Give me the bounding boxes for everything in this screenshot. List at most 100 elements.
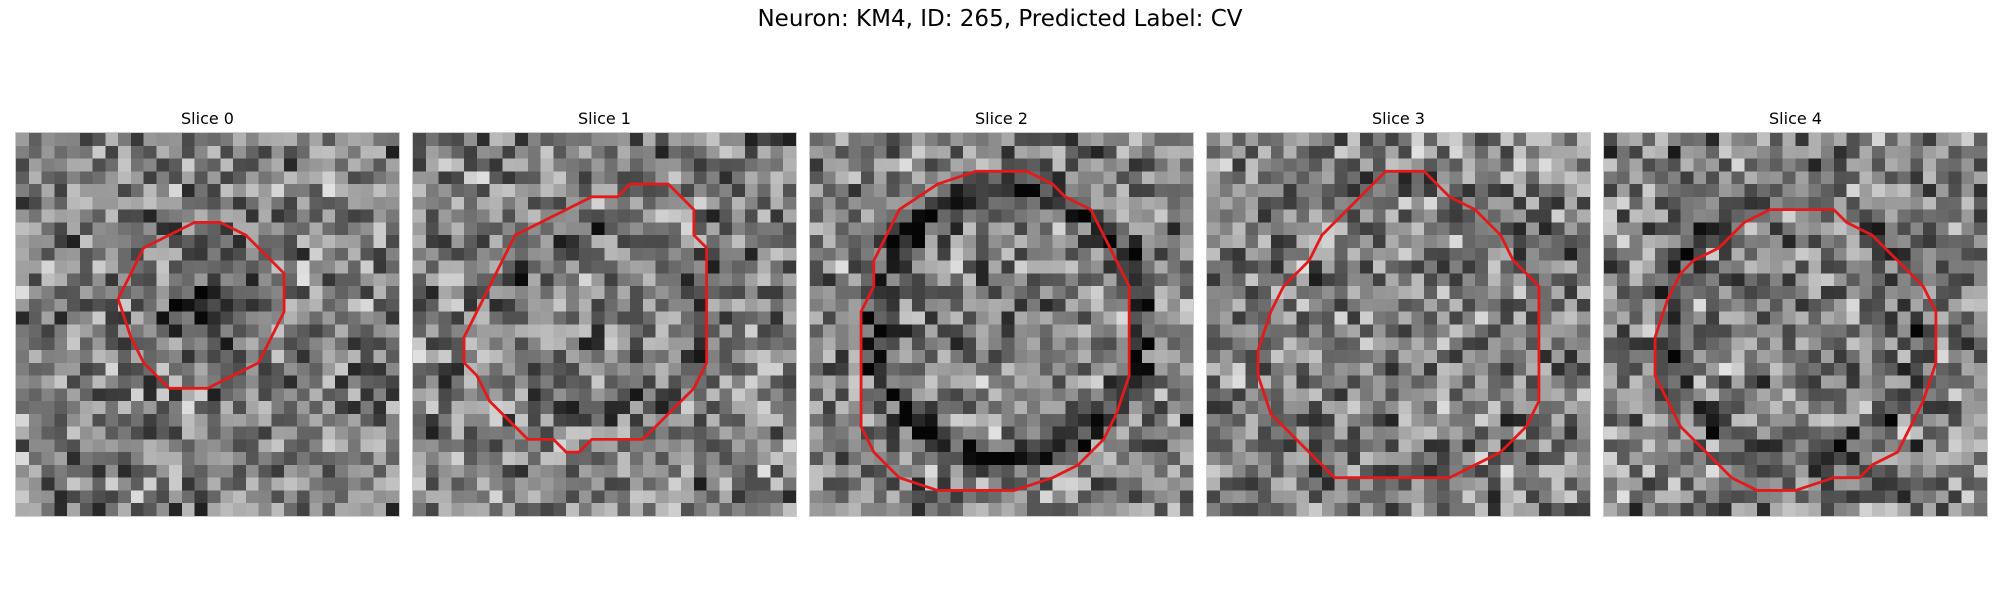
pixel	[322, 158, 336, 172]
pixel	[451, 196, 465, 210]
pixel	[464, 247, 478, 261]
pixel	[719, 439, 733, 453]
pixel	[1718, 222, 1732, 236]
pixel	[271, 503, 285, 516]
pixel	[296, 235, 310, 249]
pixel	[1154, 298, 1168, 312]
pixel	[347, 209, 361, 223]
pixel	[1065, 145, 1079, 159]
pixel	[1706, 209, 1720, 223]
pixel	[1706, 439, 1720, 453]
pixel	[41, 260, 55, 274]
pixel	[1347, 247, 1361, 261]
pixel	[1910, 260, 1924, 274]
pixel	[413, 133, 427, 147]
pixel	[1935, 298, 1949, 312]
pixel	[413, 426, 427, 440]
pixel	[16, 222, 30, 236]
slice-panel-4: Slice 4	[1603, 106, 1988, 517]
pixel	[335, 247, 349, 261]
pixel	[1245, 260, 1259, 274]
pixel	[1629, 375, 1643, 389]
pixel	[194, 439, 208, 453]
pixel	[1833, 311, 1847, 325]
pixel	[1744, 235, 1758, 249]
pixel	[1001, 235, 1015, 249]
pixel	[1167, 273, 1181, 287]
pixel	[1833, 145, 1847, 159]
pixel	[1475, 350, 1489, 364]
pixel	[1487, 401, 1501, 415]
pixel	[1604, 247, 1618, 261]
pixel	[1232, 426, 1246, 440]
pixel	[181, 324, 195, 338]
pixel	[1538, 350, 1552, 364]
pixel	[1795, 503, 1809, 516]
pixel	[950, 196, 964, 210]
pixel	[413, 452, 427, 466]
pixel	[937, 362, 951, 376]
pixel	[912, 464, 926, 478]
pixel	[515, 350, 529, 364]
pixel	[54, 171, 68, 185]
pixel	[1897, 298, 1911, 312]
pixel	[41, 490, 55, 504]
pixel	[912, 222, 926, 236]
pixel	[1424, 260, 1438, 274]
pixel	[194, 490, 208, 504]
pixel	[79, 426, 93, 440]
pixel	[527, 388, 541, 402]
pixel	[296, 401, 310, 415]
pixel	[1014, 145, 1028, 159]
pixel	[540, 324, 554, 338]
pixel	[54, 196, 68, 210]
pixel	[1974, 413, 1987, 427]
pixel	[309, 260, 323, 274]
pixel	[296, 477, 310, 491]
pixel	[1449, 158, 1463, 172]
pixel	[732, 464, 746, 478]
pixel	[617, 260, 631, 274]
pixel	[156, 133, 170, 147]
pixel	[848, 350, 862, 364]
pixel	[591, 311, 605, 325]
pixel	[1884, 286, 1898, 300]
pixel	[1872, 133, 1886, 147]
pixel	[835, 337, 849, 351]
pixel	[1103, 171, 1117, 185]
pixel	[309, 464, 323, 478]
pixel	[950, 260, 964, 274]
pixel	[1808, 413, 1822, 427]
pixel	[1629, 324, 1643, 338]
pixel	[1296, 413, 1310, 427]
pixel	[1923, 222, 1937, 236]
pixel	[489, 171, 503, 185]
pixel	[1680, 439, 1694, 453]
pixel	[67, 235, 81, 249]
pixel	[1052, 388, 1066, 402]
pixel	[1872, 222, 1886, 236]
pixel	[1769, 439, 1783, 453]
pixel	[1577, 184, 1590, 198]
pixel	[1538, 337, 1552, 351]
pixel	[1296, 158, 1310, 172]
pixel	[1180, 477, 1193, 491]
pixel	[489, 286, 503, 300]
pixel	[1487, 375, 1501, 389]
pixel	[975, 171, 989, 185]
pixel	[553, 145, 567, 159]
pixel	[1283, 184, 1297, 198]
pixel	[1859, 452, 1873, 466]
pixel	[322, 286, 336, 300]
pixel	[1219, 171, 1233, 185]
pixel	[515, 362, 529, 376]
pixel	[668, 273, 682, 287]
pixel	[41, 222, 55, 236]
pixel	[1935, 490, 1949, 504]
pixel	[515, 324, 529, 338]
pixel	[578, 286, 592, 300]
pixel	[604, 439, 618, 453]
pixel	[1500, 298, 1514, 312]
pixel	[1655, 477, 1669, 491]
pixel	[1296, 247, 1310, 261]
